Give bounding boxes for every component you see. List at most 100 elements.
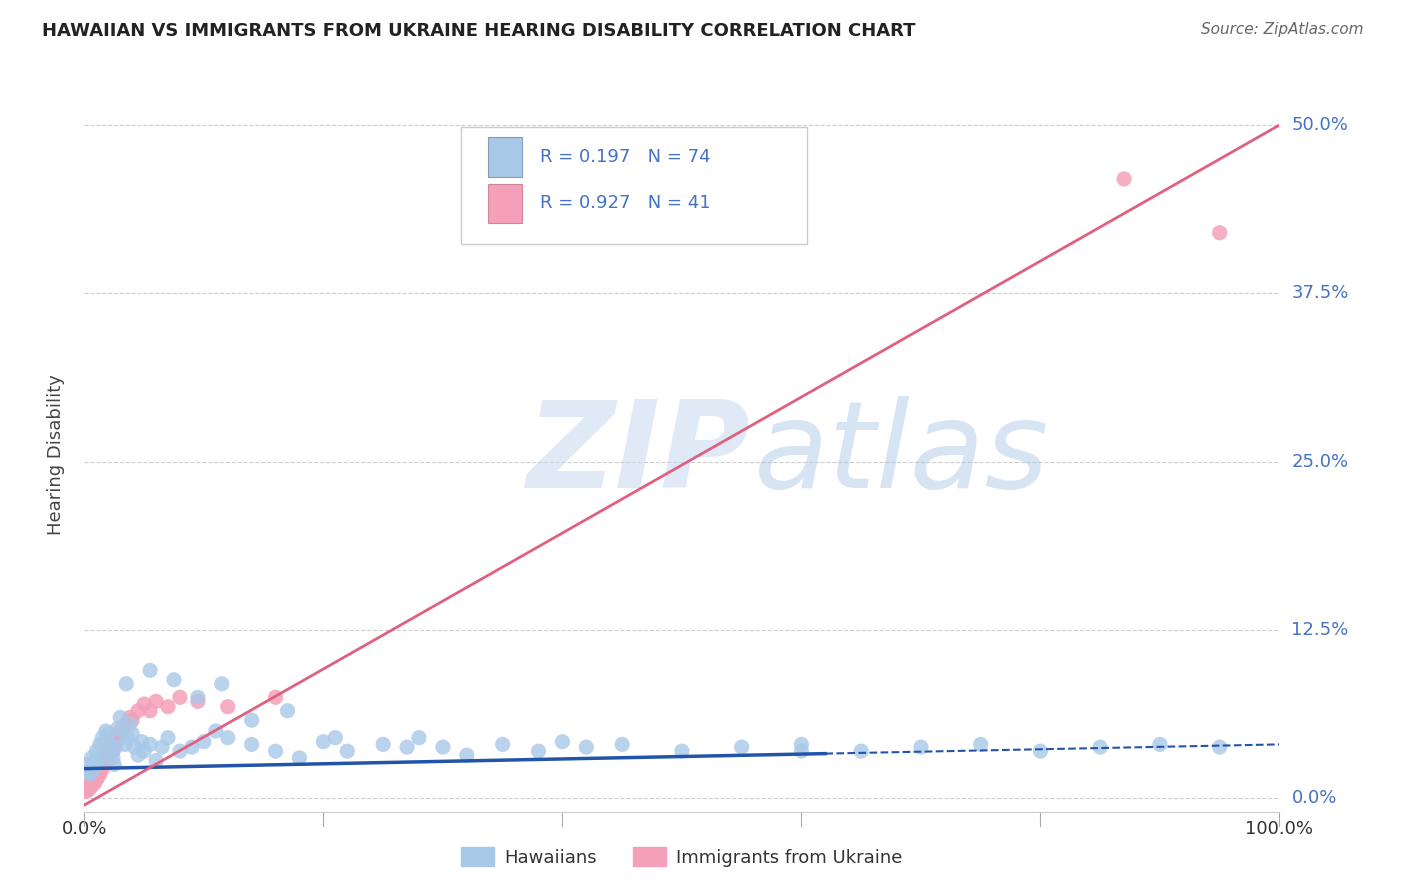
Point (276, 704, 298, 718)
Point (118, 710, 141, 724)
Text: ZIP: ZIP (526, 396, 751, 514)
Point (187, 690, 209, 705)
Point (111, 721, 134, 735)
Text: Source: ZipAtlas.com: Source: ZipAtlas.com (1201, 22, 1364, 37)
Point (139, 664, 162, 678)
Point (124, 740, 146, 755)
Point (89, 738, 111, 752)
Point (169, 690, 191, 705)
Point (86, 757, 108, 772)
Point (849, 744, 872, 758)
Point (101, 751, 124, 765)
Legend: Hawaiians, Immigrants from Ukraine: Hawaiians, Immigrants from Ukraine (454, 840, 910, 874)
Bar (488, 184, 522, 223)
Point (118, 717, 141, 731)
Point (93, 740, 115, 755)
Point (150, 740, 173, 755)
Point (110, 710, 132, 724)
Point (336, 744, 359, 758)
Point (103, 757, 125, 772)
Point (110, 731, 132, 745)
Point (1088, 740, 1111, 755)
Point (111, 723, 134, 738)
Point (84, 767, 107, 781)
Point (1149, 738, 1171, 752)
Y-axis label: Hearing Disability: Hearing Disability (46, 375, 65, 535)
Point (910, 740, 932, 755)
Point (132, 697, 156, 711)
Point (75, 784, 97, 798)
Point (240, 738, 263, 752)
Point (1208, 740, 1230, 755)
Point (127, 748, 149, 763)
Point (80, 751, 103, 765)
Point (1112, 172, 1135, 186)
Point (264, 744, 287, 758)
Point (98, 744, 121, 758)
Point (79, 767, 101, 781)
Point (86, 771, 108, 785)
Point (527, 744, 550, 758)
Point (312, 735, 335, 749)
Point (970, 738, 993, 752)
Point (157, 731, 180, 745)
Point (163, 673, 186, 687)
FancyBboxPatch shape (461, 127, 807, 244)
Point (432, 740, 454, 755)
Point (80, 775, 103, 789)
Point (217, 731, 239, 745)
Point (90, 757, 112, 772)
Point (371, 738, 394, 752)
Text: R = 0.197   N = 74: R = 0.197 N = 74 (540, 148, 710, 166)
Point (107, 721, 129, 735)
Point (82, 778, 104, 792)
Text: HAWAIIAN VS IMMIGRANTS FROM UKRAINE HEARING DISABILITY CORRELATION CHART: HAWAIIAN VS IMMIGRANTS FROM UKRAINE HEAR… (42, 22, 915, 40)
Point (98, 748, 121, 763)
Point (456, 748, 478, 763)
Point (127, 704, 149, 718)
Point (211, 677, 233, 691)
Point (77, 783, 100, 797)
Point (157, 699, 180, 714)
Point (75, 757, 97, 772)
Point (671, 744, 693, 758)
Point (205, 723, 228, 738)
Point (101, 744, 124, 758)
Point (96, 735, 118, 749)
Point (115, 677, 138, 691)
Point (114, 738, 136, 752)
Point (731, 740, 754, 755)
Point (94, 748, 117, 763)
Point (180, 740, 202, 755)
Text: 0.0%: 0.0% (1291, 789, 1337, 807)
Point (131, 735, 153, 749)
Point (104, 735, 127, 749)
Point (575, 740, 598, 755)
Point (121, 713, 143, 727)
Point (100, 740, 122, 755)
Point (145, 754, 167, 768)
Point (84, 744, 107, 758)
Point (89, 767, 111, 781)
Point (93, 757, 115, 772)
Point (94, 723, 117, 738)
Text: atlas: atlas (754, 396, 1049, 514)
Point (97, 744, 120, 758)
Text: R = 0.927   N = 41: R = 0.927 N = 41 (540, 194, 710, 212)
Point (132, 744, 156, 758)
Point (93, 754, 115, 768)
Point (1029, 744, 1052, 758)
Point (83, 762, 105, 776)
Point (217, 699, 239, 714)
Point (91, 762, 114, 776)
Point (100, 738, 122, 752)
Bar (488, 137, 522, 177)
Point (84, 775, 107, 789)
Point (107, 726, 129, 740)
Text: 25.0%: 25.0% (1291, 452, 1348, 471)
Point (79, 780, 101, 795)
Point (87, 762, 110, 776)
Point (139, 738, 162, 752)
Text: 12.5%: 12.5% (1291, 621, 1348, 639)
Point (121, 726, 143, 740)
